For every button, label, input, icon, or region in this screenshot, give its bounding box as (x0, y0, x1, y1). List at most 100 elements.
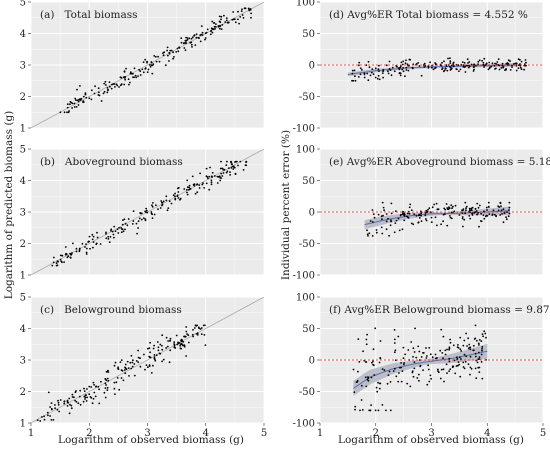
data-point (155, 60, 158, 63)
data-point (132, 210, 135, 213)
data-point (168, 361, 171, 364)
data-point (483, 57, 486, 60)
data-point (131, 223, 134, 225)
data-point (456, 346, 459, 348)
data-point (508, 209, 510, 211)
data-point (485, 336, 487, 339)
data-point (468, 343, 471, 346)
data-point (439, 349, 442, 352)
data-point (215, 23, 217, 25)
data-point (430, 221, 433, 224)
data-point (483, 217, 486, 220)
data-point (420, 220, 423, 223)
data-point (185, 326, 188, 328)
data-point (379, 357, 382, 359)
data-point (427, 364, 429, 367)
data-point (179, 343, 182, 346)
data-point (496, 61, 499, 63)
data-point (153, 55, 156, 57)
data-point (484, 215, 487, 218)
data-point (99, 243, 102, 245)
data-point (488, 61, 491, 64)
data-point (413, 367, 416, 370)
data-point (69, 252, 71, 255)
data-point (475, 65, 477, 67)
data-point (443, 380, 445, 383)
data-point (57, 399, 59, 402)
data-point (188, 184, 191, 187)
data-point (418, 373, 420, 376)
data-point (180, 41, 183, 44)
data-point (379, 382, 382, 385)
data-point (96, 231, 98, 234)
data-point (470, 208, 473, 211)
data-point (399, 74, 402, 77)
data-point (108, 241, 111, 244)
data-point (126, 224, 129, 227)
data-point (404, 75, 406, 78)
data-point (138, 217, 141, 220)
data-point (117, 366, 119, 369)
data-point (374, 327, 377, 330)
data-point (122, 219, 124, 222)
data-point (402, 67, 404, 69)
data-point (415, 214, 418, 217)
data-point (149, 64, 151, 66)
data-point (474, 324, 477, 327)
data-point (229, 174, 232, 176)
data-point (196, 334, 199, 336)
left-x-axis-title: Logarithm of observed biomass (g) (58, 434, 244, 446)
data-point (169, 337, 172, 340)
data-point (459, 375, 462, 378)
data-point (69, 403, 71, 406)
data-point (140, 218, 143, 221)
data-point (123, 369, 126, 371)
identity-line (31, 297, 264, 423)
data-point (441, 61, 443, 64)
data-point (150, 211, 153, 213)
data-point (170, 49, 173, 52)
plot-area-c (31, 297, 264, 423)
data-point (390, 74, 393, 77)
data-point (402, 60, 405, 63)
data-point (399, 65, 402, 67)
data-point (225, 17, 228, 19)
data-point (203, 187, 206, 189)
data-point (388, 68, 391, 70)
data-point (181, 344, 184, 346)
data-point (71, 393, 74, 396)
data-point (157, 346, 160, 349)
data-point (132, 76, 134, 78)
data-point (482, 63, 485, 66)
data-point (377, 381, 379, 384)
data-point (211, 28, 214, 30)
data-point (509, 60, 511, 62)
data-point (381, 232, 384, 235)
data-point (483, 66, 485, 68)
data-point (221, 175, 224, 177)
data-point (377, 213, 380, 216)
data-point (449, 57, 451, 60)
data-point (403, 363, 405, 366)
data-point (59, 111, 62, 114)
data-point (183, 188, 186, 190)
data-point (135, 76, 138, 79)
data-point (95, 242, 98, 245)
data-point (389, 69, 392, 71)
data-point (199, 172, 202, 175)
plot-area-d (320, 57, 543, 82)
data-point (472, 344, 475, 347)
data-point (239, 160, 242, 163)
data-point (473, 68, 475, 71)
data-point (385, 213, 388, 215)
data-point (439, 377, 442, 380)
data-point (36, 419, 39, 421)
data-point (424, 214, 427, 217)
data-point (488, 206, 490, 208)
data-point (235, 160, 237, 163)
data-point (440, 368, 443, 371)
data-point (401, 63, 404, 66)
data-point (204, 32, 207, 35)
data-point (413, 351, 416, 353)
data-point (217, 26, 220, 28)
